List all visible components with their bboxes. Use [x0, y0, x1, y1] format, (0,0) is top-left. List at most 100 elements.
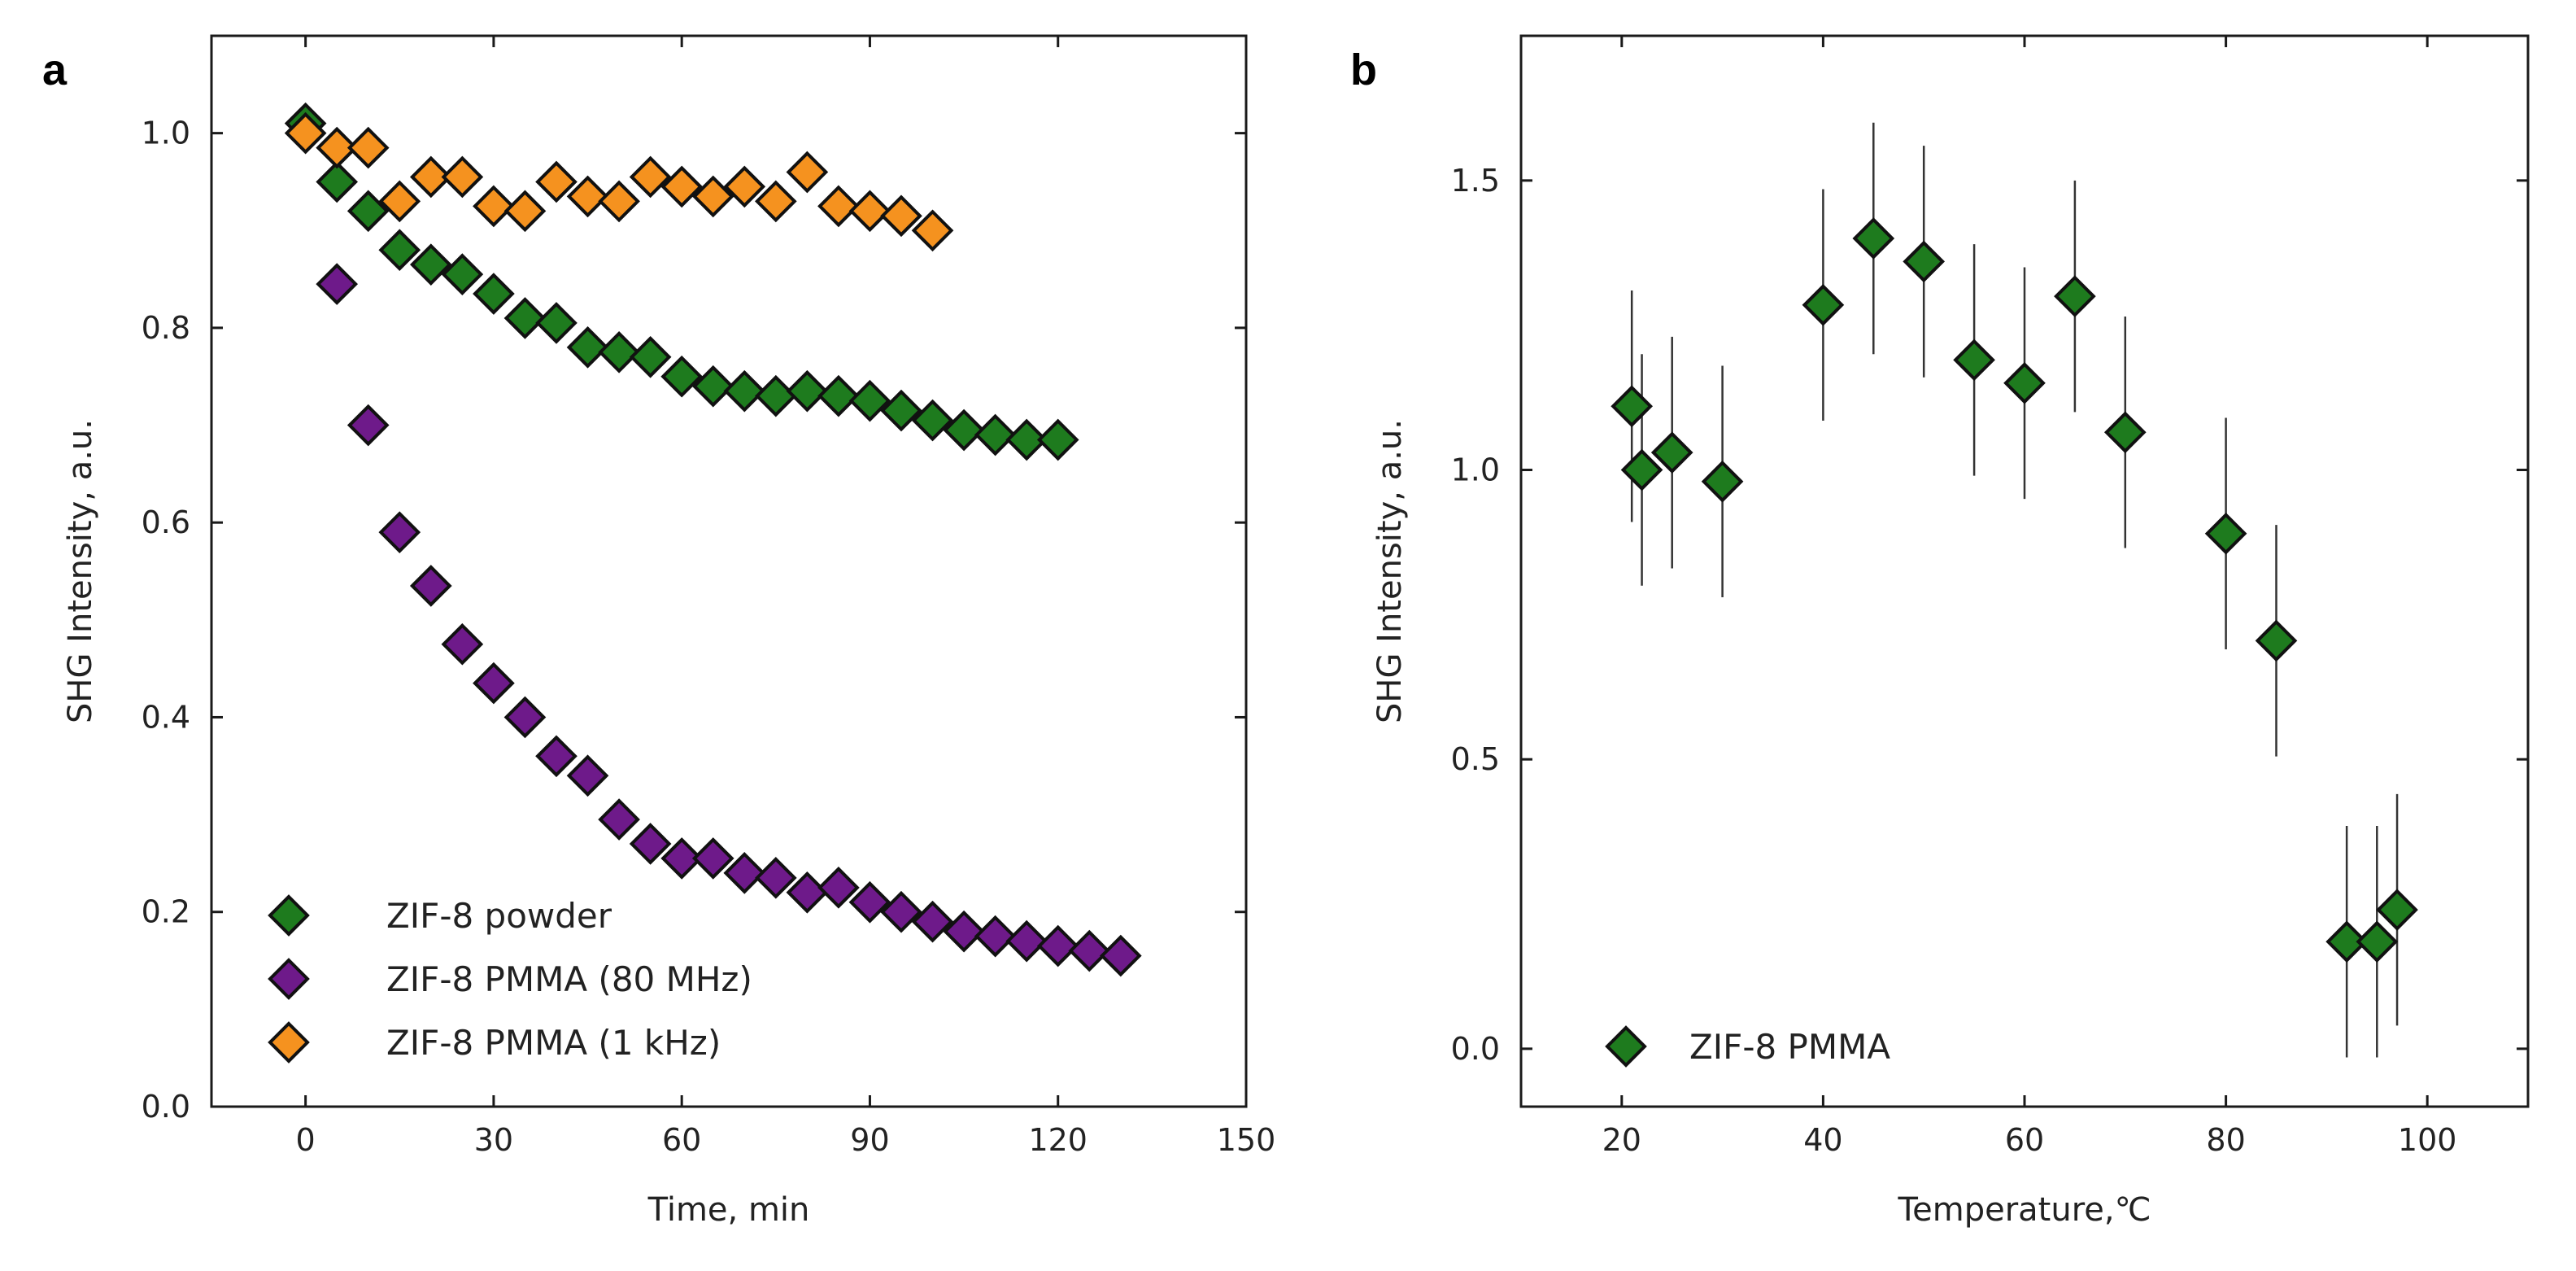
legend-label: ZIF-8 PMMA (1 kHz): [386, 1023, 721, 1063]
data-point: [974, 915, 1017, 958]
y-tick-label: 0.2: [142, 894, 190, 930]
data-point: [535, 302, 578, 344]
data-point: [629, 823, 672, 865]
data-point: [2325, 920, 2368, 963]
data-point: [786, 151, 829, 194]
y-tick-label: 0.5: [1451, 741, 1500, 777]
data-point: [409, 243, 452, 286]
x-tick-label: 40: [1803, 1122, 1842, 1158]
data-point: [566, 754, 609, 797]
data-point: [1611, 385, 1654, 428]
data-point: [786, 369, 829, 413]
data-point: [629, 155, 672, 199]
data-point: [723, 852, 766, 894]
data-point: [2003, 361, 2046, 404]
data-point: [848, 379, 891, 422]
panel-a-label: a: [42, 46, 68, 94]
data-point: [316, 160, 359, 203]
data-point: [691, 837, 734, 880]
data-point: [2054, 275, 2096, 317]
data-point: [848, 190, 891, 233]
data-point: [880, 194, 922, 238]
data-point: [284, 111, 327, 155]
data-point: [1650, 431, 1693, 474]
y-axis-title: SHG Intensity, a.u.: [1371, 419, 1409, 723]
legend-label: ZIF-8 PMMA (80 MHz): [386, 959, 752, 999]
y-tick-label: 0.6: [142, 504, 190, 540]
data-point: [911, 399, 954, 442]
data-point: [2103, 411, 2147, 454]
x-axis-title: Time, min: [647, 1191, 810, 1229]
data-point: [316, 126, 359, 169]
data-point: [316, 263, 359, 305]
legend-marker: [1605, 1025, 1647, 1068]
data-point: [660, 355, 704, 398]
y-axis-title: SHG Intensity, a.u.: [62, 419, 99, 723]
data-point: [409, 565, 452, 607]
legend-marker: [268, 1021, 310, 1064]
data-point: [1953, 338, 1995, 382]
data-point: [535, 735, 578, 778]
data-point: [378, 229, 421, 272]
x-tick-label: 20: [1602, 1122, 1641, 1158]
data-point: [880, 389, 922, 432]
legend-label: ZIF-8 PMMA: [1689, 1027, 1890, 1067]
y-tick-label: 1.0: [142, 116, 190, 151]
data-point: [503, 297, 547, 339]
y-tick-label: 1.5: [1451, 163, 1500, 199]
x-axis-title: Temperature,℃: [1897, 1191, 2151, 1229]
data-point: [566, 175, 609, 218]
data-point: [691, 175, 734, 218]
data-point: [2204, 512, 2247, 555]
y-tick-label: 0.0: [1451, 1031, 1500, 1067]
data-point: [974, 413, 1017, 456]
x-tick-label: 150: [1217, 1122, 1276, 1158]
panel-b-chart: 20 40 60 80 100 0.0 0.5 1.0 1.5 Temperature,℃ SHG …: [1371, 34, 2530, 1229]
data-point: [691, 365, 734, 408]
data-point: [347, 126, 390, 169]
y-tick-label: 0.8: [142, 310, 190, 346]
data-point: [1036, 418, 1079, 461]
data-point: [1701, 460, 1744, 503]
data-point: [473, 273, 515, 315]
data-point: [473, 185, 515, 228]
data-point: [817, 185, 860, 228]
data-point: [409, 155, 452, 199]
data-point: [2376, 889, 2418, 931]
data-point: [880, 890, 922, 933]
legend-marker: [268, 894, 310, 937]
data-point: [473, 662, 515, 705]
x-tick-label: 60: [2005, 1122, 2044, 1158]
data-point: [347, 190, 390, 233]
data-point: [1036, 924, 1079, 967]
x-tick-label: 80: [2206, 1122, 2245, 1158]
data-point: [754, 857, 797, 899]
y-tick-label: 0.0: [142, 1089, 190, 1125]
data-point: [911, 900, 954, 943]
data-point: [1852, 217, 1895, 260]
data-point: [1620, 448, 1663, 491]
data-point: [1005, 418, 1048, 461]
data-point: [598, 798, 640, 841]
x-tick-label: 100: [2398, 1122, 2457, 1158]
panel-b-label: b: [1350, 46, 1377, 94]
data-point: [2356, 920, 2399, 963]
data-point: [503, 190, 547, 233]
data-point: [598, 180, 640, 223]
data-point: [598, 330, 640, 373]
data-point: [754, 374, 797, 417]
data-point: [378, 180, 421, 223]
data-point: [1005, 919, 1048, 963]
data-point: [2255, 619, 2298, 662]
data-point: [723, 165, 766, 208]
legend-marker: [268, 958, 310, 1000]
data-point: [378, 511, 421, 553]
data-point: [1068, 929, 1111, 972]
data-point: [660, 165, 704, 208]
data-point: [535, 160, 578, 203]
x-tick-label: 60: [662, 1122, 701, 1158]
data-point: [754, 180, 797, 223]
data-point: [943, 910, 985, 953]
data-point: [441, 622, 484, 666]
data-point: [566, 326, 609, 369]
